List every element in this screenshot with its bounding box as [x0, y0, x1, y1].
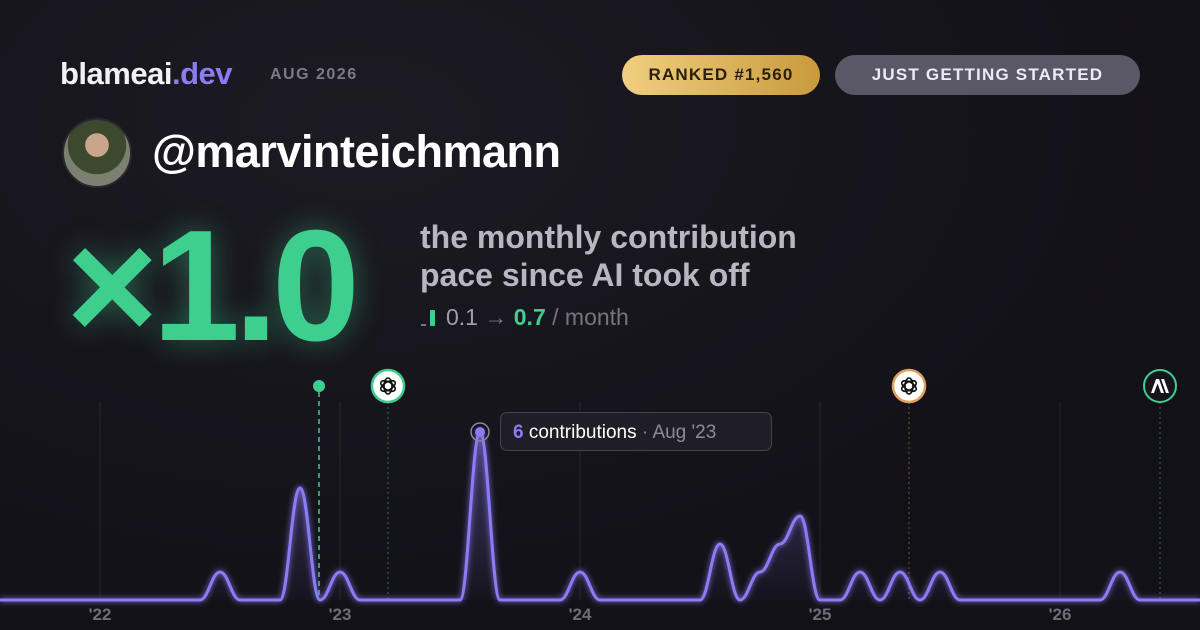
x-tick-label: '25: [809, 605, 832, 624]
openai-icon: [370, 368, 406, 404]
x-tick-label: '24: [569, 605, 592, 624]
highlight-ring: [470, 422, 490, 442]
pace-before: 0.1: [446, 304, 478, 330]
tooltip: 6 contributions · Aug '23: [500, 412, 772, 451]
brand[interactable]: blameai.dev: [60, 56, 232, 92]
brand-tld: .dev: [171, 56, 233, 91]
status-badge: JUST GETTING STARTED: [835, 55, 1140, 95]
avatar: [62, 118, 132, 188]
event-dot: [313, 380, 325, 392]
unit: / month: [552, 304, 629, 330]
pace-icon: [421, 310, 435, 326]
multiplier: ×1.0: [66, 198, 360, 374]
rank-badge: RANKED #1,560: [622, 55, 820, 95]
tooltip-label: contributions: [528, 422, 637, 443]
handle: @marvinteichmann: [152, 126, 561, 177]
x-tick-label: '23: [329, 605, 352, 624]
tooltip-separator: ·: [641, 422, 649, 443]
description: the monthly contribution: [420, 219, 797, 255]
area: [0, 432, 1200, 600]
openai-icon: [891, 368, 927, 404]
description: pace since AI took off: [420, 257, 750, 293]
anthropic-icon: [1143, 369, 1177, 403]
pace-after: 0.7: [513, 304, 546, 330]
brand-name: blameai: [60, 56, 172, 91]
line: [0, 430, 1200, 602]
tooltip-date: Aug '23: [652, 422, 717, 443]
period: AUG 2026: [270, 66, 358, 83]
arrow: →: [484, 304, 508, 330]
event-markers: [313, 368, 1177, 600]
x-tick-label: '22: [89, 605, 112, 624]
pace: 0.1 → 0.7 / month: [420, 304, 629, 331]
highlight-point: [475, 427, 485, 437]
x-tick-label: '26: [1049, 605, 1072, 624]
tooltip-value: 6: [513, 422, 524, 443]
